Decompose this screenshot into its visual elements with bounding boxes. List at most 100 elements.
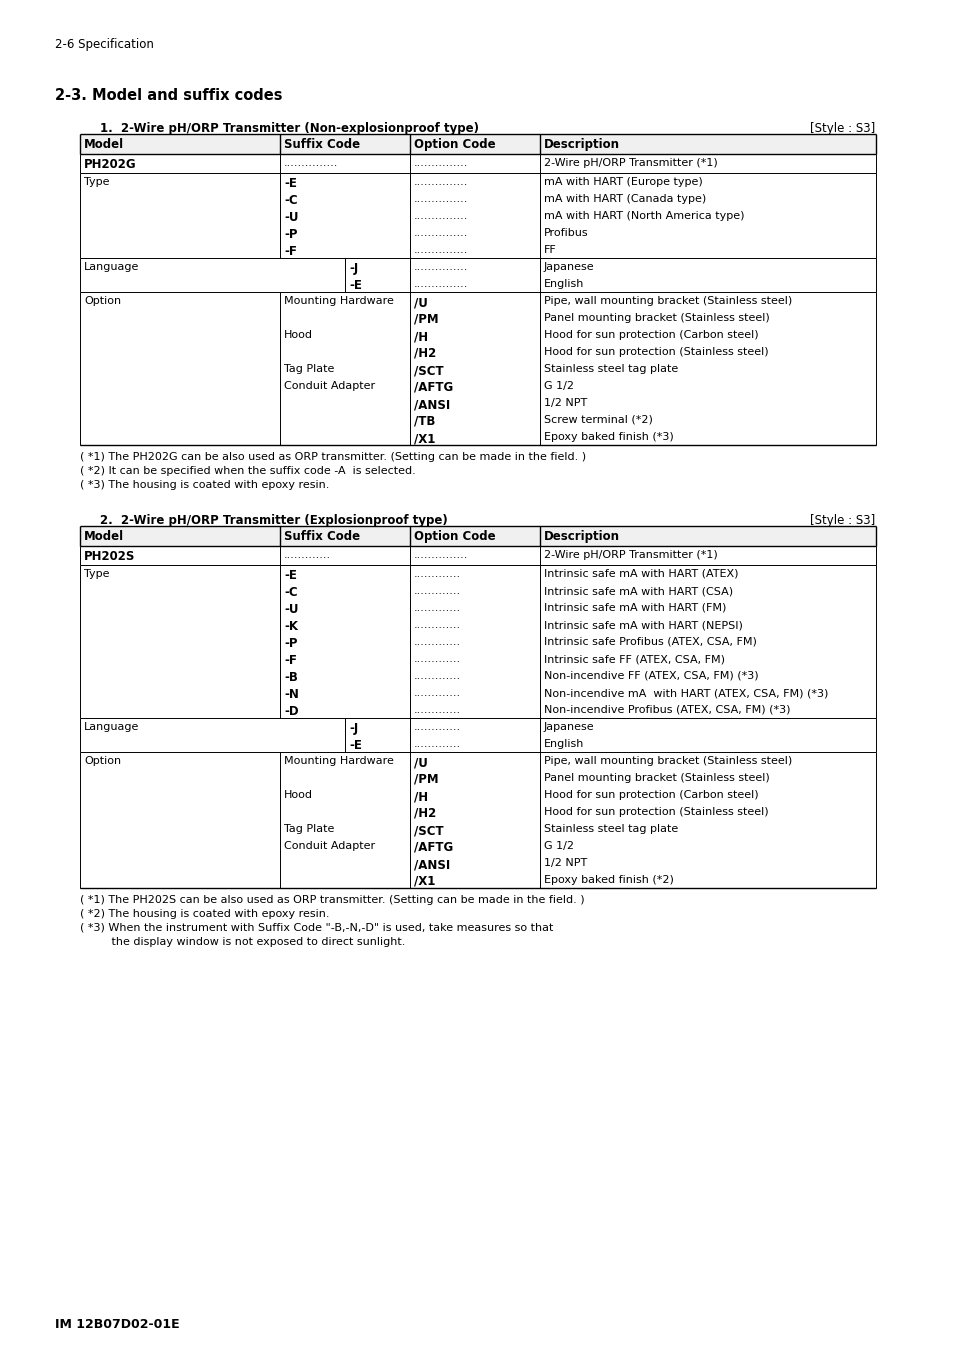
Text: Intrinsic safe mA with HART (CSA): Intrinsic safe mA with HART (CSA) — [543, 586, 732, 595]
Text: /U: /U — [414, 296, 428, 309]
Text: /PM: /PM — [414, 774, 438, 786]
Text: .............: ............. — [284, 549, 331, 560]
Text: -P: -P — [284, 637, 297, 649]
Text: Hood for sun protection (Carbon steel): Hood for sun protection (Carbon steel) — [543, 790, 758, 801]
Text: Hood for sun protection (Stainless steel): Hood for sun protection (Stainless steel… — [543, 347, 768, 356]
Text: English: English — [543, 279, 584, 289]
Text: Non-incendive FF (ATEX, CSA, FM) (*3): Non-incendive FF (ATEX, CSA, FM) (*3) — [543, 671, 758, 680]
Text: -B: -B — [284, 671, 297, 684]
Text: -F: -F — [284, 653, 296, 667]
Text: /X1: /X1 — [414, 432, 435, 446]
Text: /ANSI: /ANSI — [414, 859, 450, 871]
Text: Conduit Adapter: Conduit Adapter — [284, 841, 375, 850]
Text: Option: Option — [84, 296, 121, 306]
Text: -E: -E — [349, 738, 361, 752]
Text: .............: ............. — [414, 688, 460, 698]
Text: PH202G: PH202G — [84, 158, 136, 171]
Text: Intrinsic safe FF (ATEX, CSA, FM): Intrinsic safe FF (ATEX, CSA, FM) — [543, 653, 724, 664]
Text: ( *3) When the instrument with Suffix Code "-B,-N,-D" is used, take measures so : ( *3) When the instrument with Suffix Co… — [80, 923, 553, 933]
Text: Description: Description — [543, 531, 619, 543]
Text: Stainless steel tag plate: Stainless steel tag plate — [543, 364, 678, 374]
Text: Tag Plate: Tag Plate — [284, 364, 334, 374]
Text: Profibus: Profibus — [543, 228, 588, 238]
Text: .............: ............. — [414, 738, 460, 749]
Text: -F: -F — [284, 244, 296, 258]
Text: ( *3) The housing is coated with epoxy resin.: ( *3) The housing is coated with epoxy r… — [80, 481, 329, 490]
Text: ( *2) It can be specified when the suffix code -A  is selected.: ( *2) It can be specified when the suffi… — [80, 466, 416, 477]
Text: [Style : S3]: [Style : S3] — [809, 122, 874, 135]
Text: ( *1) The PH202S can be also used as ORP transmitter. (Setting can be made in th: ( *1) The PH202S can be also used as ORP… — [80, 895, 584, 905]
Text: 1/2 NPT: 1/2 NPT — [543, 398, 587, 408]
Text: Hood for sun protection (Carbon steel): Hood for sun protection (Carbon steel) — [543, 329, 758, 340]
Text: Hood: Hood — [284, 790, 313, 801]
Text: 2.  2-Wire pH/ORP Transmitter (Explosionproof type): 2. 2-Wire pH/ORP Transmitter (Explosionp… — [100, 514, 447, 526]
Text: Language: Language — [84, 262, 139, 271]
Text: .............: ............. — [414, 603, 460, 613]
Text: Suffix Code: Suffix Code — [284, 138, 359, 151]
Text: .............: ............. — [414, 705, 460, 716]
Text: Option: Option — [84, 756, 121, 765]
Text: Intrinsic safe Profibus (ATEX, CSA, FM): Intrinsic safe Profibus (ATEX, CSA, FM) — [543, 637, 756, 647]
Text: Description: Description — [543, 138, 619, 151]
Text: Type: Type — [84, 568, 110, 579]
Text: ...............: ............... — [284, 158, 338, 167]
Text: 2-6 Specification: 2-6 Specification — [55, 38, 153, 51]
Text: mA with HART (Canada type): mA with HART (Canada type) — [543, 194, 705, 204]
Text: IM 12B07D02-01E: IM 12B07D02-01E — [55, 1318, 179, 1331]
Text: Intrinsic safe mA with HART (ATEX): Intrinsic safe mA with HART (ATEX) — [543, 568, 738, 579]
Text: -P: -P — [284, 228, 297, 242]
Text: Tag Plate: Tag Plate — [284, 824, 334, 834]
Text: /H: /H — [414, 329, 428, 343]
Text: /PM: /PM — [414, 313, 438, 325]
Text: ...............: ............... — [414, 244, 468, 255]
Text: Screw terminal (*2): Screw terminal (*2) — [543, 414, 652, 425]
Text: /SCT: /SCT — [414, 364, 443, 377]
Text: .............: ............. — [414, 637, 460, 647]
Text: Epoxy baked finish (*2): Epoxy baked finish (*2) — [543, 875, 673, 886]
Bar — [80, 526, 875, 545]
Text: /H: /H — [414, 790, 428, 803]
Text: PH202S: PH202S — [84, 549, 135, 563]
Text: /U: /U — [414, 756, 428, 770]
Text: /AFTG: /AFTG — [414, 381, 453, 394]
Text: ...............: ............... — [414, 177, 468, 188]
Text: /TB: /TB — [414, 414, 435, 428]
Text: -D: -D — [284, 705, 298, 718]
Text: Japanese: Japanese — [543, 262, 594, 271]
Text: Mounting Hardware: Mounting Hardware — [284, 756, 394, 765]
Text: Hood: Hood — [284, 329, 313, 340]
Text: Panel mounting bracket (Stainless steel): Panel mounting bracket (Stainless steel) — [543, 774, 769, 783]
Text: -C: -C — [284, 194, 297, 207]
Text: Conduit Adapter: Conduit Adapter — [284, 381, 375, 392]
Text: Epoxy baked finish (*3): Epoxy baked finish (*3) — [543, 432, 673, 441]
Text: 2-3. Model and suffix codes: 2-3. Model and suffix codes — [55, 88, 282, 103]
Text: /H2: /H2 — [414, 807, 436, 819]
Text: /AFTG: /AFTG — [414, 841, 453, 855]
Text: /X1: /X1 — [414, 875, 435, 888]
Text: Non-incendive Profibus (ATEX, CSA, FM) (*3): Non-incendive Profibus (ATEX, CSA, FM) (… — [543, 705, 790, 716]
Text: -K: -K — [284, 620, 297, 633]
Text: 1/2 NPT: 1/2 NPT — [543, 859, 587, 868]
Text: /H2: /H2 — [414, 347, 436, 360]
Text: Model: Model — [84, 138, 124, 151]
Text: the display window is not exposed to direct sunlight.: the display window is not exposed to dir… — [80, 937, 405, 946]
Text: Model: Model — [84, 531, 124, 543]
Text: Language: Language — [84, 722, 139, 732]
Text: .............: ............. — [414, 620, 460, 630]
Text: Non-incendive mA  with HART (ATEX, CSA, FM) (*3): Non-incendive mA with HART (ATEX, CSA, F… — [543, 688, 827, 698]
Text: 2-Wire pH/ORP Transmitter (*1): 2-Wire pH/ORP Transmitter (*1) — [543, 549, 717, 560]
Text: Intrinsic safe mA with HART (NEPSI): Intrinsic safe mA with HART (NEPSI) — [543, 620, 742, 630]
Text: Option Code: Option Code — [414, 138, 496, 151]
Text: ( *1) The PH202G can be also used as ORP transmitter. (Setting can be made in th: ( *1) The PH202G can be also used as ORP… — [80, 452, 585, 462]
Text: -J: -J — [349, 722, 358, 734]
Text: -E: -E — [284, 568, 296, 582]
Text: ...............: ............... — [414, 262, 468, 271]
Text: -N: -N — [284, 688, 298, 701]
Text: Suffix Code: Suffix Code — [284, 531, 359, 543]
Text: G 1/2: G 1/2 — [543, 381, 574, 392]
Text: English: English — [543, 738, 584, 749]
Text: G 1/2: G 1/2 — [543, 841, 574, 850]
Text: FF: FF — [543, 244, 557, 255]
Text: /SCT: /SCT — [414, 824, 443, 837]
Text: -U: -U — [284, 603, 298, 616]
